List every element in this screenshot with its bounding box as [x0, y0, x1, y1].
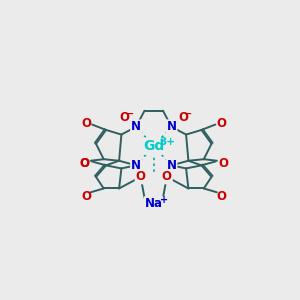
Text: N: N: [131, 159, 141, 172]
Text: O: O: [217, 190, 226, 203]
Text: O: O: [119, 111, 130, 124]
Text: Na: Na: [145, 197, 163, 210]
Text: N: N: [167, 120, 176, 134]
Text: O: O: [81, 116, 91, 130]
Text: −: −: [184, 109, 193, 119]
Text: O: O: [178, 111, 188, 124]
Text: O: O: [80, 157, 89, 169]
Text: +: +: [160, 195, 169, 205]
Text: 3+: 3+: [159, 137, 175, 147]
Text: −: −: [126, 109, 134, 119]
Text: O: O: [81, 190, 91, 203]
Text: N: N: [167, 159, 176, 172]
Text: O: O: [162, 170, 172, 183]
Text: O: O: [136, 170, 146, 183]
Text: N: N: [131, 120, 141, 134]
Text: Gd: Gd: [143, 139, 164, 153]
Text: O: O: [218, 157, 228, 169]
Text: O: O: [80, 157, 89, 169]
Text: O: O: [217, 116, 226, 130]
